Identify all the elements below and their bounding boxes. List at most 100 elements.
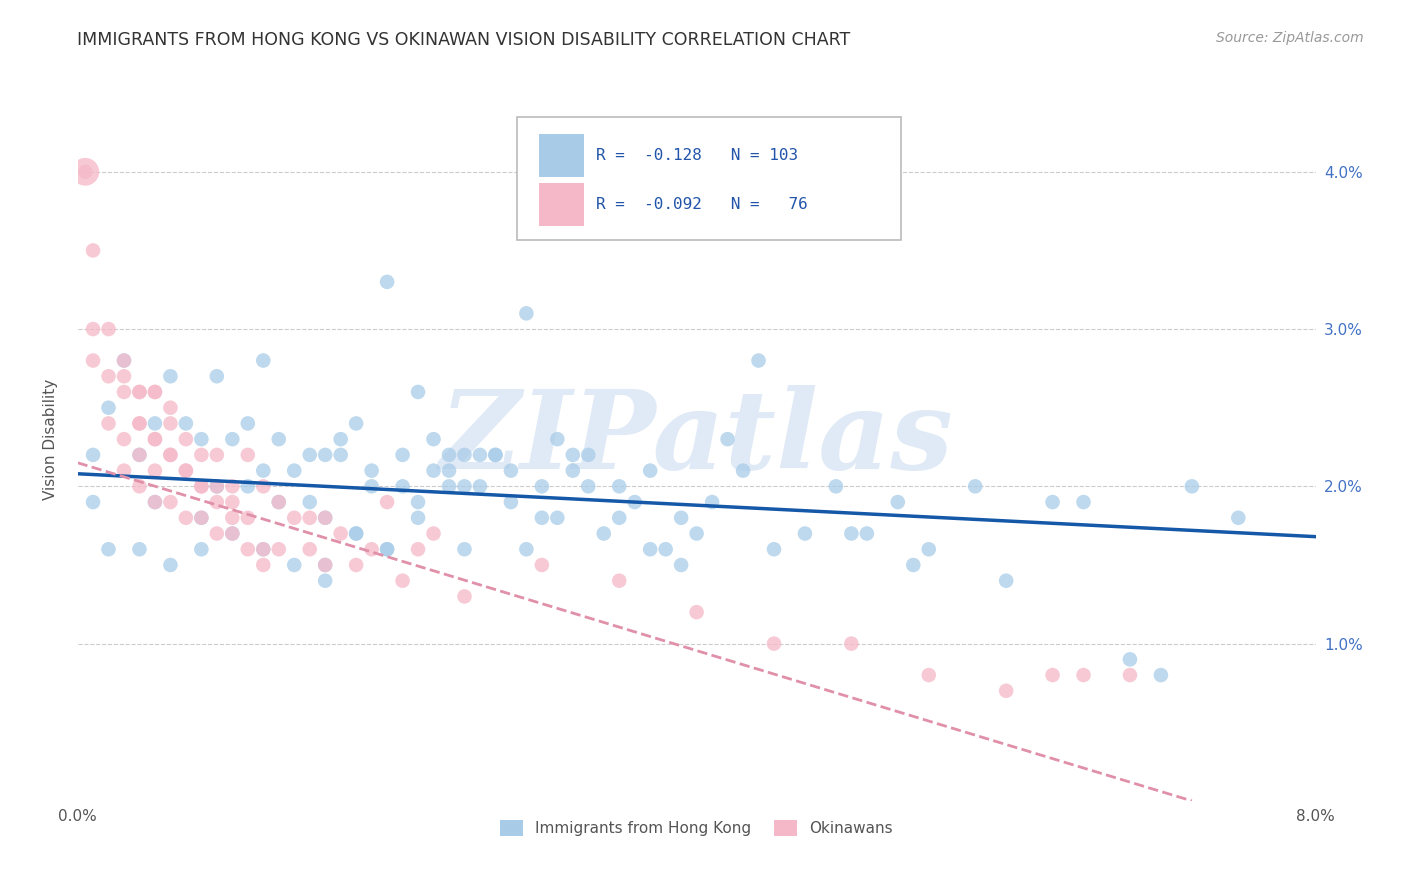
- Point: [375, 542, 398, 557]
- Point: [314, 510, 336, 524]
- Point: [561, 448, 583, 462]
- Point: [128, 479, 150, 493]
- Point: [329, 448, 352, 462]
- Point: [762, 542, 785, 557]
- Point: [174, 464, 197, 478]
- Point: [499, 464, 522, 478]
- Point: [97, 401, 120, 415]
- Point: [221, 510, 243, 524]
- Point: [468, 479, 491, 493]
- Point: [1119, 668, 1142, 682]
- Text: ZIPatlas: ZIPatlas: [440, 385, 953, 493]
- Point: [841, 637, 863, 651]
- Point: [221, 526, 243, 541]
- Point: [360, 542, 382, 557]
- Point: [592, 526, 614, 541]
- Point: [205, 495, 228, 509]
- Point: [437, 479, 460, 493]
- Text: Source: ZipAtlas.com: Source: ZipAtlas.com: [1216, 31, 1364, 45]
- Point: [546, 432, 568, 446]
- Point: [314, 574, 336, 588]
- Point: [143, 495, 166, 509]
- Point: [623, 495, 645, 509]
- Point: [1181, 479, 1204, 493]
- Point: [344, 417, 367, 431]
- Point: [128, 448, 150, 462]
- Point: [159, 448, 181, 462]
- Point: [97, 322, 120, 336]
- Point: [174, 464, 197, 478]
- Point: [360, 464, 382, 478]
- Point: [97, 417, 120, 431]
- Point: [82, 322, 104, 336]
- Text: IMMIGRANTS FROM HONG KONG VS OKINAWAN VISION DISABILITY CORRELATION CHART: IMMIGRANTS FROM HONG KONG VS OKINAWAN VI…: [77, 31, 851, 49]
- Point: [329, 526, 352, 541]
- Point: [638, 464, 661, 478]
- Point: [298, 495, 321, 509]
- Point: [159, 417, 181, 431]
- Point: [267, 432, 290, 446]
- Point: [236, 542, 259, 557]
- Y-axis label: Vision Disability: Vision Disability: [44, 378, 58, 500]
- Point: [530, 479, 553, 493]
- Point: [190, 448, 212, 462]
- Point: [236, 448, 259, 462]
- Point: [112, 384, 135, 399]
- Point: [1073, 495, 1095, 509]
- Point: [484, 448, 506, 462]
- Point: [561, 464, 583, 478]
- Point: [221, 526, 243, 541]
- Point: [128, 384, 150, 399]
- Point: [1042, 668, 1064, 682]
- Point: [995, 574, 1018, 588]
- Point: [344, 526, 367, 541]
- Point: [128, 542, 150, 557]
- Point: [1119, 652, 1142, 666]
- Point: [360, 479, 382, 493]
- Point: [159, 401, 181, 415]
- Point: [607, 479, 630, 493]
- Point: [453, 542, 475, 557]
- Point: [143, 464, 166, 478]
- Point: [314, 448, 336, 462]
- Point: [607, 574, 630, 588]
- Point: [82, 495, 104, 509]
- Point: [437, 448, 460, 462]
- Point: [530, 558, 553, 572]
- Point: [128, 417, 150, 431]
- Point: [112, 369, 135, 384]
- Point: [252, 542, 274, 557]
- Point: [205, 479, 228, 493]
- Point: [453, 590, 475, 604]
- Point: [314, 558, 336, 572]
- Point: [918, 542, 941, 557]
- Point: [468, 448, 491, 462]
- Point: [221, 495, 243, 509]
- Point: [1073, 668, 1095, 682]
- Point: [82, 448, 104, 462]
- Point: [112, 353, 135, 368]
- Point: [174, 417, 197, 431]
- Point: [190, 510, 212, 524]
- Point: [205, 369, 228, 384]
- Point: [252, 353, 274, 368]
- Point: [190, 432, 212, 446]
- Point: [267, 495, 290, 509]
- Point: [128, 448, 150, 462]
- Point: [1227, 510, 1250, 524]
- Point: [918, 668, 941, 682]
- Point: [205, 448, 228, 462]
- Point: [143, 384, 166, 399]
- Point: [143, 432, 166, 446]
- Point: [731, 464, 754, 478]
- Point: [484, 448, 506, 462]
- Point: [267, 542, 290, 557]
- Point: [669, 510, 692, 524]
- Point: [794, 526, 817, 541]
- Point: [375, 275, 398, 289]
- Point: [298, 542, 321, 557]
- Point: [375, 542, 398, 557]
- Point: [669, 558, 692, 572]
- Point: [112, 432, 135, 446]
- Point: [747, 353, 769, 368]
